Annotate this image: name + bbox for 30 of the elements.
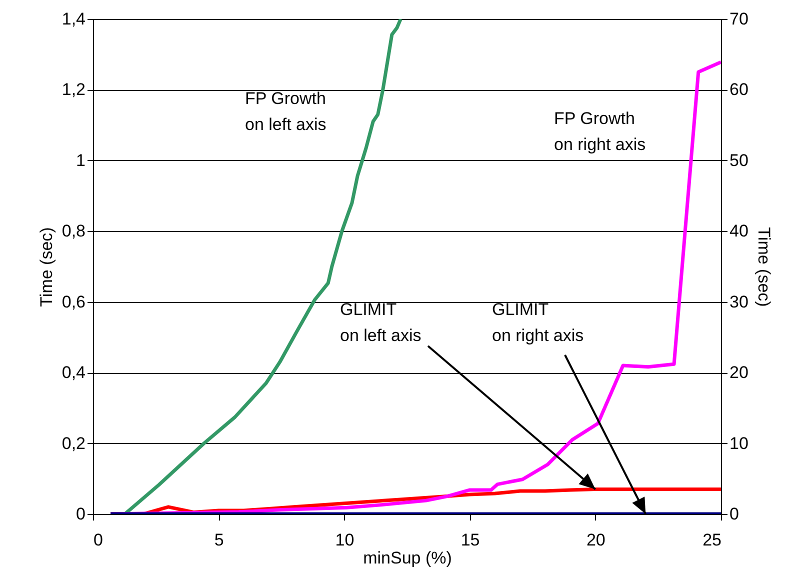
y-tick-label: 1,2 (62, 80, 86, 100)
annotation: GLIMIT on left axis (340, 300, 422, 345)
y2-tick-label: 70 (730, 10, 748, 28)
y2-tick-label: 40 (730, 222, 748, 241)
x-tick-label: 10 (335, 530, 354, 550)
annotation: FP Growth on right axis (554, 109, 646, 154)
y2-tick-label: 0 (730, 504, 739, 524)
y2-tick-label: 30 (730, 292, 748, 312)
x-tick-label: 20 (586, 530, 606, 550)
y2-tick-label: 50 (730, 150, 748, 170)
annotation: GLIMIT on right axis (492, 300, 584, 345)
annotation: FP Growth on left axis (245, 89, 326, 134)
y-axis-title: Time (sec) (36, 227, 56, 307)
line-series (108, 60, 721, 514)
y-tick-label: 1 (76, 150, 86, 170)
y-tick-label: 0,2 (62, 434, 86, 453)
y-tick-label: 0,4 (62, 363, 86, 382)
y-tick-label: 1,4 (62, 10, 86, 28)
y2-tick-label: 10 (730, 434, 748, 453)
y2-tick-label: 20 (730, 363, 748, 382)
x-tick-label: 25 (702, 530, 722, 550)
y2-axis-title: Time (sec) (754, 227, 774, 307)
x-axis-title: minSup (%) (363, 548, 452, 568)
x-tick-label: 15 (460, 530, 480, 550)
y-tick-label: 0,8 (62, 222, 86, 241)
x-tick-label: 0 (94, 530, 103, 550)
y-tick-label: 0 (76, 504, 86, 524)
x-tick-label: 5 (214, 530, 224, 550)
y2-tick-label: 60 (730, 80, 748, 100)
y-tick-label: 0,6 (62, 292, 86, 312)
